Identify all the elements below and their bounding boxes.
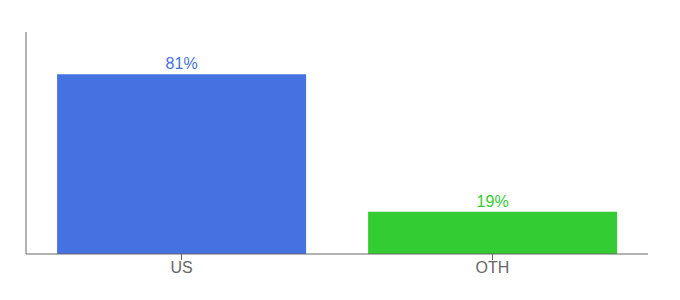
svg-text:US: US <box>170 259 192 276</box>
svg-text:81%: 81% <box>166 55 198 72</box>
svg-text:19%: 19% <box>477 193 509 210</box>
svg-text:OTH: OTH <box>476 259 510 276</box>
